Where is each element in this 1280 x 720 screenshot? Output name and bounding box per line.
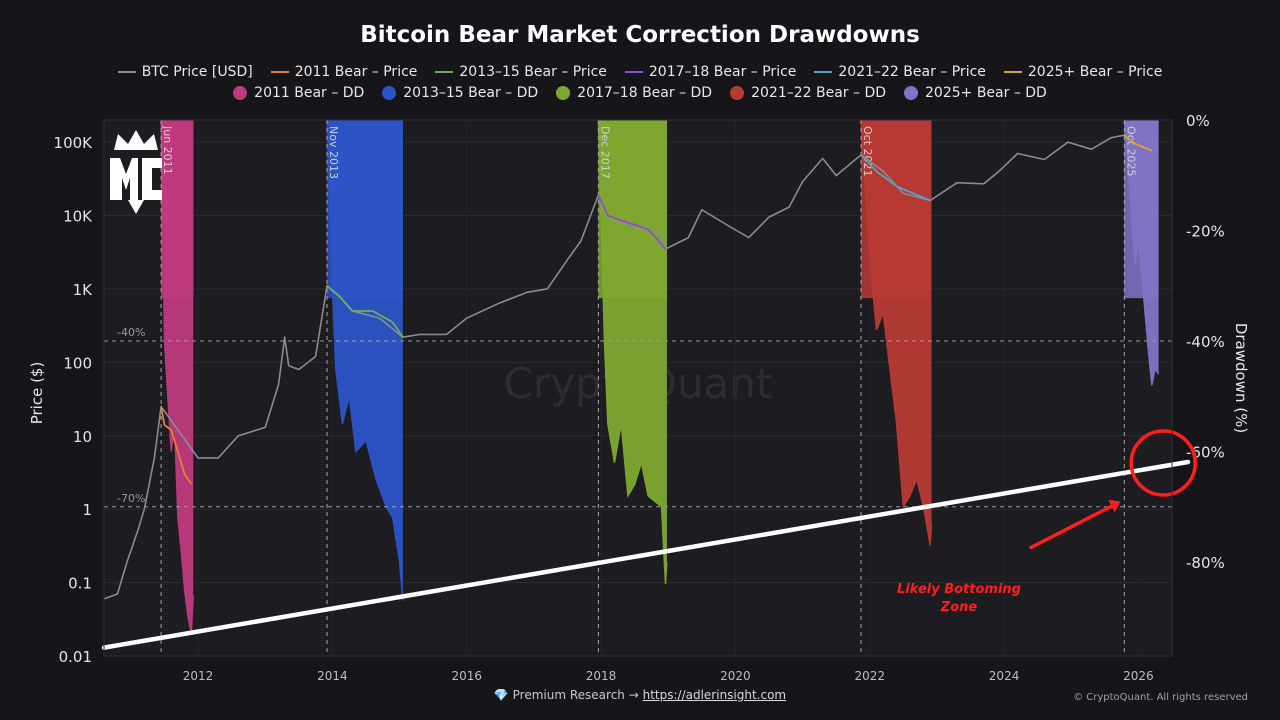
x-tick-label: 2022 [854,669,885,683]
y-right-tick-label: 0% [1186,112,1210,130]
price-line-2011-bear-price [160,406,193,485]
dd-area-2017-18-bear-dd [598,120,667,585]
price-line-2017-18-bear-price [597,194,667,250]
legend-item-2011-bear-dd[interactable]: 2011 Bear – DD [233,85,364,101]
y-left-tick-label: 100 [63,354,92,372]
dd-area-2011-bear-dd [161,120,194,634]
legend-line-swatch [814,71,833,73]
dd-area-2021-22-bear-dd [861,120,932,546]
mc-logo [110,130,162,214]
legend-label: BTC Price [USD] [141,64,253,80]
x-tick-label: 2024 [989,669,1020,683]
y-left-tick-label: 10K [63,208,93,226]
arrow-icon [1108,499,1121,513]
event-line-label: Oct 2021 [861,126,874,177]
legend-item-btc-price-usd[interactable]: BTC Price [USD] [117,64,253,80]
legend-item-2013-15-bear-price[interactable]: 2013–15 Bear – Price [435,64,607,80]
legend-label: 2021–22 Bear – Price [838,64,986,80]
price-line-btc-price-usd [103,134,1153,600]
copyright: © CryptoQuant. All rights reserved [1073,692,1248,703]
y-right-tick-label: -80% [1186,554,1225,572]
legend-item-2013-15-bear-dd[interactable]: 2013–15 Bear – DD [382,85,538,101]
x-tick-label: 2026 [1123,669,1154,683]
price-line-2025-bear-price [1123,134,1153,152]
diamond-icon: 💎 [493,688,509,702]
y-right-tick-label: -20% [1186,223,1225,241]
price-line-2013-15-bear-price [326,285,404,338]
legend-dot-swatch [556,86,571,100]
legend-label: 2025+ Bear – DD [925,85,1047,101]
y-left-tick-label: 1 [82,501,92,519]
dd-area-2025-bear-dd [1124,120,1159,386]
logo-letters-mc [110,158,162,200]
legend-label: 2013–15 Bear – DD [403,85,539,101]
x-tick-label: 2018 [586,669,617,683]
legend-row-drawdown: 2011 Bear – DD 2013–15 Bear – DD 2017–18 B… [0,85,1280,101]
y-left-tick-label: 1K [73,281,94,299]
dd-line-2021-22-bear-dd [860,119,933,546]
legend-item-2025-bear-dd[interactable]: 2025+ Bear – DD [904,85,1047,101]
trendline [101,459,1191,650]
legend-row-price: BTC Price [USD] 2011 Bear – Price 2013–15 … [0,64,1280,80]
event-line-label: Dec 2017 [598,126,611,179]
annotation-label-line2: Zone [940,600,978,615]
legend-label: 2025+ Bear – Price [1027,64,1163,80]
arrow-shaft [1029,504,1114,550]
reference-line-label: -70% [117,492,145,505]
annotation-label-line1: Likely Bottoming [897,582,1021,597]
legend-dot-swatch [233,86,248,100]
y-left-tick-label: 0.1 [68,575,92,593]
legend-dot-swatch [382,86,397,100]
dd-line-2013-15-bear-dd [326,119,404,601]
legend-label: 2017–18 Bear – DD [577,85,713,101]
legend-item-2017-18-bear-dd[interactable]: 2017–18 Bear – DD [556,85,712,101]
event-line-label: Nov 2013 [327,126,340,179]
plot-border [103,119,1173,657]
footer-text: Premium Research → [512,688,639,702]
legend-label: 2021–22 Bear – DD [751,85,887,101]
price-line-2021-22-bear-price [860,154,931,202]
x-tick-label: 2016 [451,669,482,683]
legend-dot-swatch [730,86,745,100]
y-left-tick-label: 100K [54,134,94,152]
legend-line-swatch [435,71,454,73]
dd-line-2011-bear-dd [160,119,195,635]
legend-line-swatch [117,71,136,73]
dd-line-2025-bear-dd [1123,119,1160,386]
legend-label: 2011 Bear – Price [294,64,418,80]
legend-item-2017-18-bear-price[interactable]: 2017–18 Bear – Price [624,64,797,80]
dd-line-2017-18-bear-dd [597,119,668,585]
footer-link[interactable]: https://adlerinsight.com [642,688,787,702]
y-left-tick-label: 10 [73,428,92,446]
chart-title: Bitcoin Bear Market Correction Drawdowns [360,22,920,48]
y-right-tick-label: -40% [1186,333,1225,351]
x-tick-label: 2012 [183,669,214,683]
legend-label: 2013–15 Bear – Price [459,64,607,80]
legend-line-swatch [270,71,289,73]
legend-item-2011-bear-price[interactable]: 2011 Bear – Price [270,64,418,80]
legend-item-2021-22-bear-dd[interactable]: 2021–22 Bear – DD [730,85,886,101]
event-line-label: Jun 2011 [161,125,174,175]
y-left-tick-label: 0.01 [59,648,92,666]
crown-icon [114,130,158,150]
reference-line-label: -40% [117,326,145,339]
y-axis-left-title: Price ($) [28,362,46,425]
legend-label: 2011 Bear – DD [254,85,365,101]
legend-label: 2017–18 Bear – Price [648,64,797,80]
x-tick-label: 2014 [317,669,348,683]
legend-line-swatch [624,71,643,73]
dd-area-2013-15-bear-dd [327,120,403,601]
y-axis-right-title: Drawdown (%) [1232,323,1250,433]
x-tick-label: 2020 [720,669,751,683]
bottoming-circle [1129,429,1197,497]
footer: 💎 Premium Research → https://adlerinsigh… [0,688,1280,702]
legend-item-2021-22-bear-price[interactable]: 2021–22 Bear – Price [814,64,986,80]
event-line-label: Oct 2025 [1124,126,1137,177]
legend-dot-swatch [904,86,919,100]
legend-item-2025-bear-price[interactable]: 2025+ Bear – Price [1003,64,1163,80]
legend-line-swatch [1003,71,1022,73]
